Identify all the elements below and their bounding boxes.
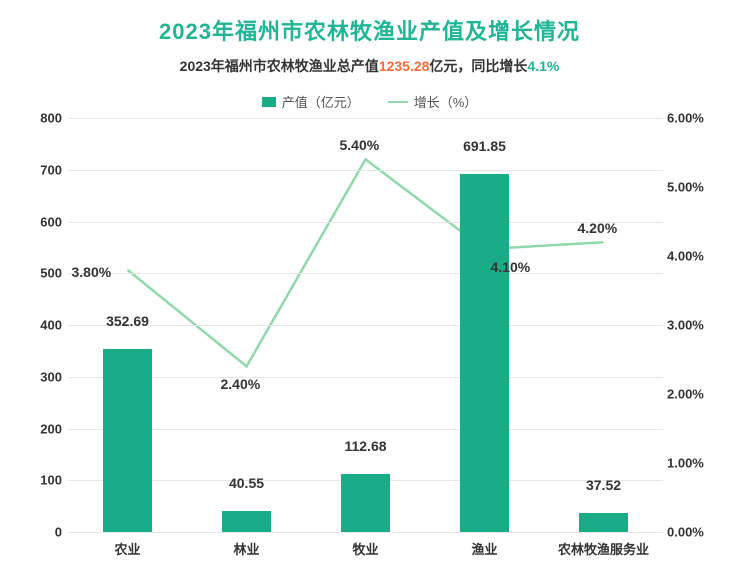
subtitle-prefix: 2023年福州市农林牧渔业总产值 bbox=[180, 58, 379, 74]
grid-line bbox=[68, 325, 663, 326]
grid-line bbox=[68, 170, 663, 171]
subtitle-mid: 亿元，同比增长 bbox=[429, 58, 527, 74]
chart-area: 01002003004005006007008000.00%1.00%2.00%… bbox=[18, 118, 721, 562]
line-value-label: 5.40% bbox=[340, 137, 380, 153]
bar bbox=[579, 513, 629, 532]
bar bbox=[341, 474, 391, 532]
line-value-label: 3.80% bbox=[72, 264, 112, 280]
x-category-label: 牧业 bbox=[352, 539, 378, 558]
legend-item-line: 增长（%） bbox=[388, 92, 478, 111]
bar-value-label: 112.68 bbox=[344, 438, 386, 454]
y-left-tick: 400 bbox=[18, 318, 62, 333]
grid-line bbox=[68, 273, 663, 274]
y-right-tick: 5.00% bbox=[667, 179, 721, 194]
y-left-tick: 0 bbox=[18, 525, 62, 540]
legend-line-swatch bbox=[388, 101, 408, 103]
bar bbox=[460, 174, 510, 532]
legend-bar-swatch bbox=[262, 97, 276, 107]
bar-value-label: 37.52 bbox=[586, 477, 621, 493]
legend: 产值（亿元） 增长（%） bbox=[0, 92, 739, 111]
grid-line bbox=[68, 118, 663, 119]
y-left-tick: 300 bbox=[18, 369, 62, 384]
grid-line bbox=[68, 377, 663, 378]
legend-line-label: 增长（%） bbox=[414, 92, 478, 111]
subtitle-growth: 4.1% bbox=[527, 58, 559, 74]
y-left-tick: 100 bbox=[18, 473, 62, 488]
legend-bar-label: 产值（亿元） bbox=[282, 92, 360, 111]
subtitle-value: 1235.28 bbox=[379, 58, 430, 74]
y-right-tick: 0.00% bbox=[667, 525, 721, 540]
line-value-label: 4.20% bbox=[578, 220, 618, 236]
grid-line bbox=[68, 429, 663, 430]
x-category-label: 林业 bbox=[233, 539, 259, 558]
y-left-tick: 500 bbox=[18, 266, 62, 281]
x-category-label: 农业 bbox=[114, 539, 140, 558]
line-value-label: 2.40% bbox=[221, 376, 261, 392]
line-path bbox=[128, 159, 604, 366]
bar-value-label: 40.55 bbox=[229, 475, 264, 491]
plot-area: 01002003004005006007008000.00%1.00%2.00%… bbox=[68, 118, 663, 532]
line-value-label: 4.10% bbox=[491, 259, 531, 275]
y-right-tick: 6.00% bbox=[667, 111, 721, 126]
y-left-tick: 600 bbox=[18, 214, 62, 229]
chart-subtitle: 2023年福州市农林牧渔业总产值1235.28亿元，同比增长4.1% bbox=[0, 56, 739, 76]
bar bbox=[103, 349, 153, 532]
y-left-tick: 200 bbox=[18, 421, 62, 436]
x-category-label: 渔业 bbox=[471, 539, 497, 558]
y-right-tick: 4.00% bbox=[667, 248, 721, 263]
y-left-tick: 700 bbox=[18, 162, 62, 177]
bar-value-label: 691.85 bbox=[463, 138, 506, 154]
x-category-label: 农林牧渔服务业 bbox=[558, 539, 649, 558]
y-left-tick: 800 bbox=[18, 111, 62, 126]
y-right-tick: 3.00% bbox=[667, 318, 721, 333]
grid-line bbox=[68, 532, 663, 533]
legend-item-bar: 产值（亿元） bbox=[262, 92, 360, 111]
bar bbox=[222, 511, 272, 532]
y-right-tick: 2.00% bbox=[667, 386, 721, 401]
chart-title: 2023年福州市农林牧渔业产值及增长情况 bbox=[0, 0, 739, 46]
bar-value-label: 352.69 bbox=[106, 313, 149, 329]
grid-line bbox=[68, 222, 663, 223]
y-right-tick: 1.00% bbox=[667, 456, 721, 471]
